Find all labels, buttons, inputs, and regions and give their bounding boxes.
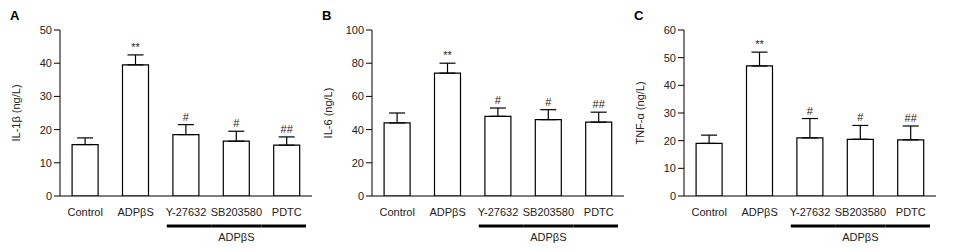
svg-text:20: 20 [352, 157, 364, 169]
svg-text:60: 60 [664, 24, 676, 36]
svg-text:Control: Control [67, 206, 102, 218]
svg-text:##: ## [905, 112, 918, 124]
svg-text:60: 60 [352, 90, 364, 102]
svg-text:#: # [495, 94, 502, 106]
svg-text:40: 40 [40, 57, 52, 69]
svg-text:30: 30 [664, 107, 676, 119]
svg-text:Control: Control [691, 206, 726, 218]
svg-text:30: 30 [40, 90, 52, 102]
svg-text:80: 80 [352, 57, 364, 69]
svg-text:Y-27632: Y-27632 [166, 206, 207, 218]
svg-text:40: 40 [664, 79, 676, 91]
svg-text:#: # [857, 111, 864, 123]
svg-text:#: # [233, 117, 240, 129]
svg-text:IL-1β (ng/L): IL-1β (ng/L) [10, 84, 22, 141]
svg-text:ADPβS: ADPβS [117, 206, 153, 218]
svg-text:PDTC: PDTC [272, 206, 302, 218]
svg-text:20: 20 [40, 124, 52, 136]
svg-text:#: # [807, 105, 814, 117]
svg-text:SB203580: SB203580 [211, 206, 262, 218]
svg-text:**: ** [131, 41, 140, 53]
svg-text:0: 0 [46, 190, 52, 202]
svg-text:ADPβS: ADPβS [741, 206, 777, 218]
svg-text:IL-6 (ng/L): IL-6 (ng/L) [322, 88, 334, 139]
html-text:B: B [322, 8, 332, 23]
svg-text:TNF-α (ng/L): TNF-α (ng/L) [634, 81, 646, 144]
svg-text:10: 10 [40, 157, 52, 169]
svg-text:SB203580: SB203580 [835, 206, 886, 218]
svg-text:40: 40 [352, 124, 364, 136]
svg-text:0: 0 [358, 190, 364, 202]
svg-text:50: 50 [40, 24, 52, 36]
svg-text:##: ## [593, 98, 606, 110]
svg-text:#: # [545, 96, 552, 108]
html-text:A: A [10, 8, 20, 23]
svg-text:ADPβS: ADPβS [842, 231, 878, 243]
svg-text:50: 50 [664, 52, 676, 64]
svg-text:#: # [183, 111, 190, 123]
svg-text:0: 0 [670, 190, 676, 202]
svg-text:ADPβS: ADPβS [530, 231, 566, 243]
svg-text:10: 10 [664, 162, 676, 174]
svg-text:20: 20 [664, 135, 676, 147]
svg-text:**: ** [443, 49, 452, 61]
svg-text:PDTC: PDTC [584, 206, 614, 218]
svg-text:100: 100 [346, 24, 364, 36]
svg-text:ADPβS: ADPβS [429, 206, 465, 218]
svg-text:##: ## [281, 123, 294, 135]
svg-text:Y-27632: Y-27632 [478, 206, 519, 218]
svg-text:SB203580: SB203580 [523, 206, 574, 218]
html-text:C: C [634, 8, 644, 23]
svg-text:Control: Control [379, 206, 414, 218]
svg-text:**: ** [755, 38, 764, 50]
svg-text:ADPβS: ADPβS [218, 231, 254, 243]
svg-text:PDTC: PDTC [896, 206, 926, 218]
svg-text:Y-27632: Y-27632 [790, 206, 831, 218]
